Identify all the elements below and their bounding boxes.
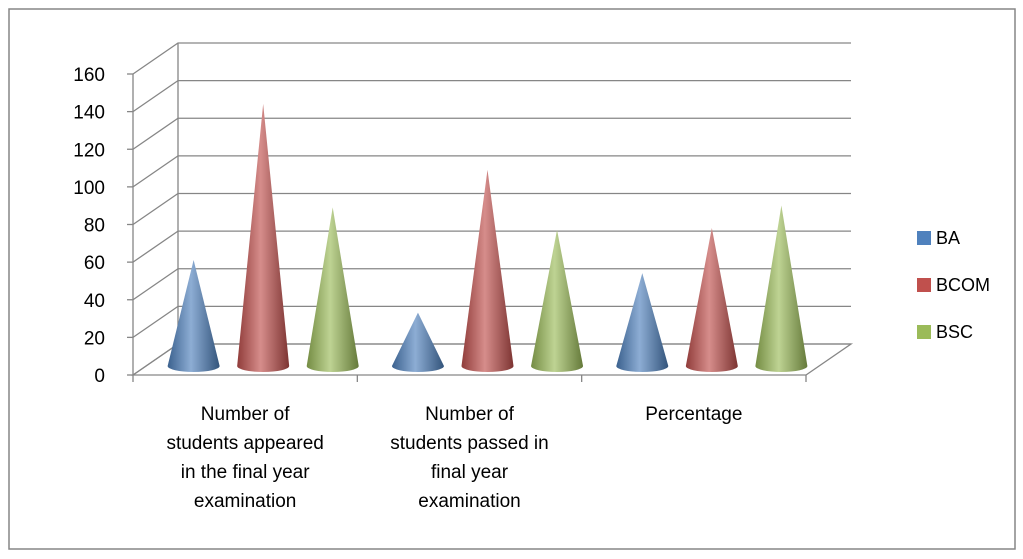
cone-bsc-1: [531, 229, 584, 372]
cone-ba-1: [391, 312, 444, 372]
cone-bcom-1: [461, 169, 514, 372]
cone-body: [685, 228, 738, 372]
cone-ba-2: [616, 273, 669, 372]
cone-bsc-2: [755, 205, 808, 372]
y-tick-label: 80: [84, 216, 105, 237]
cone-bsc-0: [306, 207, 359, 372]
y-tick-label: 20: [84, 328, 105, 349]
cone-bcom-0: [237, 103, 290, 372]
cone-ba-0: [167, 260, 220, 372]
x-category-label: Number of students passed in final year …: [390, 404, 549, 512]
legend-label-bcom: BCOM: [936, 275, 990, 295]
chart-marks: [167, 103, 808, 372]
legend-swatch-ba: [917, 231, 931, 245]
x-category-label: Number of students appeared in the final…: [166, 404, 324, 512]
y-tick-label: 160: [73, 65, 105, 86]
y-tick-label: 120: [73, 140, 105, 161]
cone-bcom-2: [685, 228, 738, 372]
cone-body: [755, 205, 808, 372]
cone-body: [237, 103, 290, 372]
legend-swatch-bcom: [917, 278, 931, 292]
y-tick-label: 0: [94, 366, 105, 387]
y-axis: 0 20 40 60 80 100 120 140 160: [73, 65, 133, 387]
y-tick-label: 140: [73, 103, 105, 124]
y-tick-label: 60: [84, 253, 105, 274]
cone-body: [461, 169, 514, 372]
cone-body: [531, 229, 584, 372]
cone-body: [306, 207, 359, 372]
legend-label-ba: BA: [936, 228, 960, 248]
y-tick-label: 100: [73, 178, 105, 199]
chart-border: [8, 8, 1016, 550]
legend-label-bsc: BSC: [936, 322, 973, 342]
y-tick-label: 40: [84, 291, 105, 312]
legend: BA BCOM BSC: [917, 228, 990, 342]
legend-swatch-bsc: [917, 325, 931, 339]
x-category-label: Percentage: [645, 404, 743, 425]
cone-body: [616, 273, 669, 372]
cone-body: [167, 260, 220, 372]
x-axis: [132, 375, 807, 382]
cone-body: [391, 312, 444, 372]
